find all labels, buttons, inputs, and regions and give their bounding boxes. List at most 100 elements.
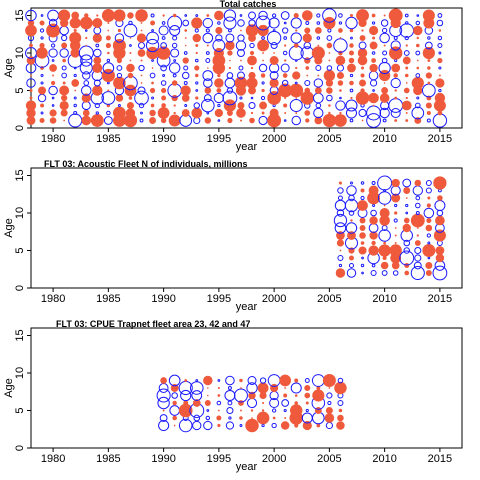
bubble-positive bbox=[391, 193, 401, 203]
bubble-positive bbox=[349, 80, 354, 86]
bubble-positive bbox=[394, 234, 397, 237]
bubble-positive bbox=[236, 108, 246, 118]
bubble-negative bbox=[437, 42, 443, 49]
bubble-positive bbox=[284, 44, 287, 47]
bubble-positive bbox=[425, 261, 433, 270]
bubble-negative bbox=[345, 222, 358, 234]
bubble-negative bbox=[26, 78, 36, 88]
bubble-positive bbox=[295, 29, 298, 32]
x-tick-label: 2005 bbox=[317, 453, 341, 465]
bubble-positive bbox=[171, 94, 178, 102]
bubble-negative bbox=[335, 100, 346, 111]
bubble-negative bbox=[404, 13, 409, 18]
bubble-negative bbox=[268, 17, 280, 29]
bubble-negative bbox=[213, 92, 225, 104]
bubble-positive bbox=[262, 401, 265, 405]
bubble-negative bbox=[50, 43, 56, 48]
bubble-positive bbox=[371, 13, 376, 18]
bubble-negative bbox=[258, 63, 268, 73]
bubble-positive bbox=[69, 31, 82, 45]
bubble-positive bbox=[378, 244, 391, 257]
bubble-negative bbox=[427, 36, 431, 40]
bubble-positive bbox=[105, 35, 111, 41]
bubble-positive bbox=[425, 72, 432, 79]
bubble-positive bbox=[39, 20, 45, 26]
bubble-negative bbox=[326, 94, 333, 102]
bubble-positive bbox=[433, 99, 446, 112]
bubble-positive bbox=[435, 253, 445, 263]
bubble-positive bbox=[425, 270, 432, 276]
bubble-positive bbox=[314, 27, 322, 34]
bubble-negative bbox=[366, 113, 381, 128]
bubble-positive bbox=[150, 20, 156, 26]
bubble-positive bbox=[326, 42, 333, 49]
bubble-positive bbox=[183, 400, 189, 406]
bubble-positive bbox=[29, 96, 33, 100]
bubble-negative bbox=[137, 41, 146, 50]
panel-title: FLT 03: CPUE Trapnet fleet area 23, 42 a… bbox=[56, 319, 250, 329]
bubble-negative bbox=[237, 19, 245, 27]
panel-total-catches: Total catches 1980 1985 1990 1995 2000 2005 201… bbox=[3, 0, 463, 153]
bubble-negative bbox=[402, 178, 412, 188]
bubble-positive bbox=[371, 58, 376, 63]
bubble-negative bbox=[250, 96, 254, 100]
bubble-negative bbox=[160, 80, 167, 86]
bubble-negative bbox=[291, 115, 301, 126]
bubble-negative bbox=[360, 195, 365, 201]
bubble-positive bbox=[282, 73, 288, 78]
bubble-negative bbox=[51, 104, 55, 107]
bubble-negative bbox=[171, 42, 178, 49]
bubble-negative bbox=[167, 15, 183, 31]
bubble-positive bbox=[117, 28, 122, 33]
bubble-positive bbox=[414, 240, 421, 246]
bubble-negative bbox=[247, 376, 257, 385]
bubble-positive bbox=[347, 63, 356, 73]
bubble-negative bbox=[255, 15, 271, 31]
bubble-negative bbox=[290, 32, 302, 44]
bubble-positive bbox=[195, 44, 199, 47]
bubble-positive bbox=[250, 409, 254, 412]
bubble-positive bbox=[217, 386, 220, 390]
bubble-positive bbox=[416, 43, 420, 48]
bubble-positive bbox=[369, 63, 378, 73]
bubble-positive bbox=[402, 223, 411, 233]
bubble-negative bbox=[159, 414, 168, 422]
bubble-negative bbox=[426, 118, 431, 123]
bubble-negative bbox=[158, 419, 170, 432]
bubble-positive bbox=[216, 415, 222, 421]
bubble-negative bbox=[370, 209, 377, 217]
bubble-positive bbox=[405, 66, 409, 70]
bubble-positive bbox=[328, 104, 331, 107]
bubble-positive bbox=[59, 85, 70, 96]
bubble-positive bbox=[359, 232, 366, 239]
bubble-negative bbox=[223, 16, 237, 30]
bubble-positive bbox=[129, 52, 132, 54]
bubble-negative bbox=[337, 187, 344, 194]
bubble-negative bbox=[358, 108, 367, 118]
bubble-positive bbox=[257, 39, 269, 52]
bubble-negative bbox=[217, 21, 221, 25]
bubble-positive bbox=[433, 229, 446, 242]
bubble-negative bbox=[236, 49, 245, 57]
bubble-negative bbox=[183, 81, 188, 85]
bubble-positive bbox=[262, 59, 264, 62]
bubble-positive bbox=[328, 52, 331, 54]
bubble-positive bbox=[338, 50, 343, 56]
bubble-positive bbox=[360, 73, 365, 78]
bubble-negative bbox=[25, 9, 37, 22]
bubble-negative bbox=[172, 35, 178, 41]
bubble-positive bbox=[434, 92, 446, 104]
bubble-positive bbox=[157, 107, 170, 119]
bubble-positive bbox=[334, 381, 347, 395]
bubble-positive bbox=[116, 57, 123, 64]
bubble-negative bbox=[372, 203, 376, 208]
bubble-negative bbox=[348, 262, 355, 269]
bubble-negative bbox=[226, 406, 234, 415]
bubble-positive bbox=[382, 255, 387, 261]
bubble-positive bbox=[359, 217, 366, 224]
bubble-positive bbox=[49, 117, 57, 124]
bubble-negative bbox=[345, 99, 358, 112]
bubble-positive bbox=[269, 108, 279, 118]
bubble-negative bbox=[272, 29, 276, 32]
bubble-negative bbox=[304, 79, 311, 87]
